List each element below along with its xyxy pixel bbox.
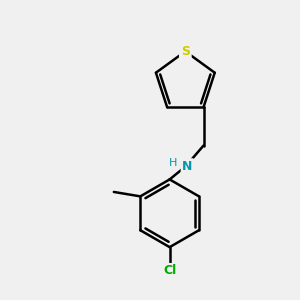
Text: Cl: Cl — [163, 264, 176, 277]
Text: S: S — [181, 45, 190, 58]
Text: H: H — [169, 158, 178, 168]
Text: N: N — [182, 160, 193, 173]
